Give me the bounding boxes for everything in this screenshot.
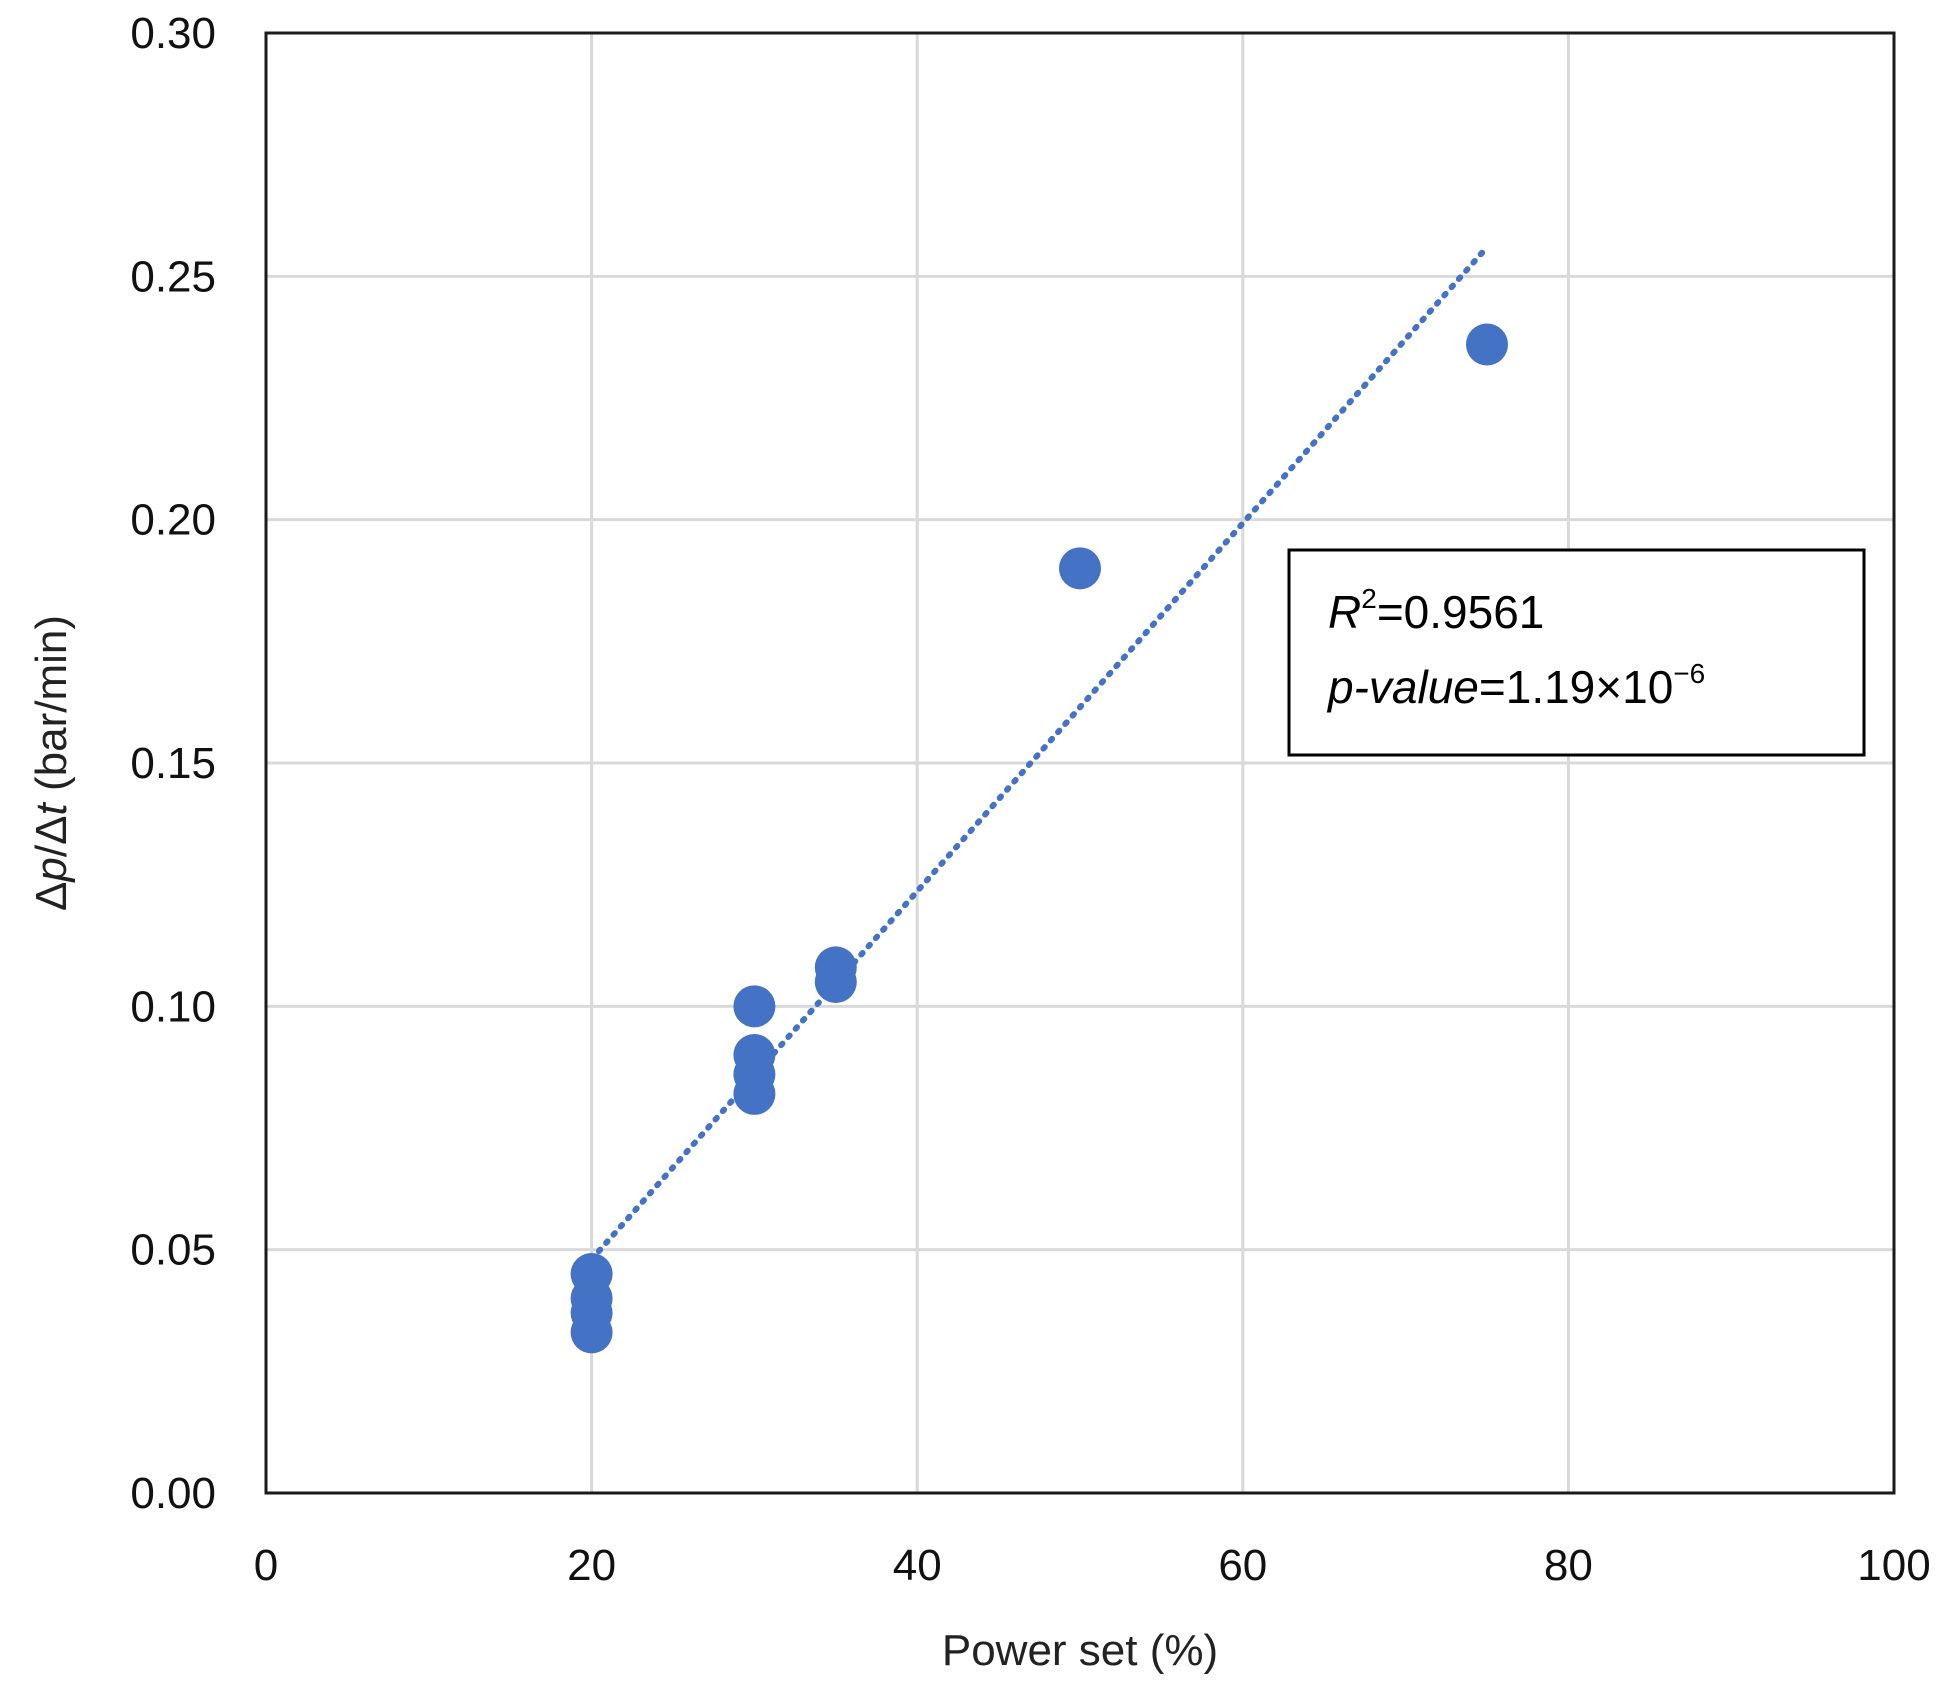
y-axis-delta-2: Δ — [27, 815, 76, 844]
plot-frame — [264, 31, 1896, 1495]
data-point — [570, 1253, 613, 1295]
y-tick-label: 0.30 — [130, 9, 216, 58]
data-points — [570, 323, 1508, 1354]
y-axis-t: t — [27, 801, 76, 815]
stats-annotation: R2=0.9561 p-value=1.19×10−6 — [1287, 548, 1866, 757]
x-tick-label: 40 — [893, 1541, 942, 1590]
y-tick-labels: 0.00 0.05 0.10 0.15 0.20 0.25 0.30 — [130, 9, 216, 1518]
r-squared-superscript: 2 — [1361, 583, 1377, 614]
y-axis-slash: / — [27, 844, 76, 857]
x-tick-label: 0 — [254, 1541, 278, 1590]
p-value-text: p-value=1.19×10−6 — [1326, 658, 1705, 713]
p-value-exponent: −6 — [1673, 658, 1705, 689]
p-value-label: p-value — [1326, 661, 1479, 713]
y-axis-p: p — [27, 857, 76, 883]
r-squared-value: =0.9561 — [1377, 586, 1545, 638]
x-axis-title: Power set (%) — [942, 1626, 1218, 1675]
stats-box — [1287, 548, 1866, 757]
x-tick-labels: 0 20 40 60 80 100 — [254, 1541, 1931, 1590]
y-tick-label: 0.10 — [130, 982, 216, 1031]
y-axis-title: Δp/Δt (bar/min) — [27, 615, 76, 911]
y-axis-delta-1: Δ — [27, 882, 76, 911]
y-tick-label: 0.00 — [130, 1469, 216, 1518]
x-tick-label: 60 — [1218, 1541, 1267, 1590]
x-tick-label: 100 — [1857, 1541, 1930, 1590]
data-point — [814, 946, 857, 989]
data-point — [733, 985, 776, 1028]
x-tick-label: 20 — [567, 1541, 616, 1590]
p-value-equals: =1.19×10 — [1479, 661, 1673, 713]
y-tick-label: 0.20 — [130, 496, 216, 545]
r-squared-text: R2=0.9561 — [1328, 583, 1544, 638]
data-point — [1059, 547, 1101, 590]
y-tick-label: 0.25 — [130, 252, 216, 301]
grid-lines — [266, 33, 1894, 1493]
trendline — [588, 244, 1490, 1263]
data-point — [733, 1034, 776, 1076]
data-point — [1466, 323, 1508, 366]
x-tick-label: 80 — [1544, 1541, 1593, 1590]
y-axis-unit: (bar/min) — [27, 615, 76, 803]
y-tick-label: 0.15 — [130, 739, 216, 788]
y-tick-label: 0.05 — [130, 1226, 216, 1275]
r-squared-symbol: R — [1328, 586, 1361, 638]
